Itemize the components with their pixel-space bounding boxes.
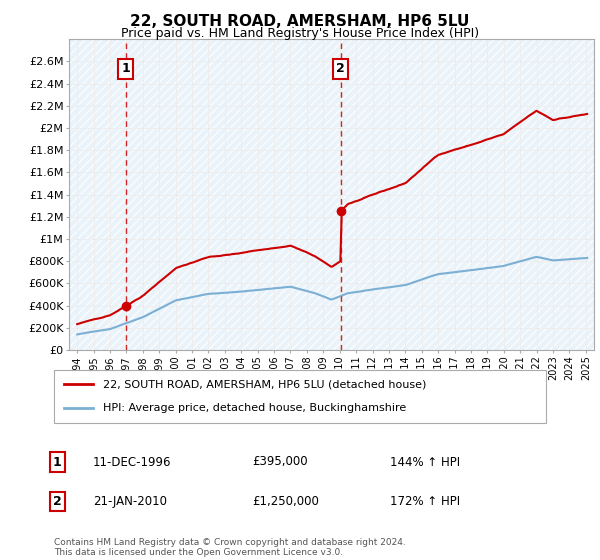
Text: 1: 1 bbox=[53, 455, 61, 469]
Text: 172% ↑ HPI: 172% ↑ HPI bbox=[390, 494, 460, 508]
FancyBboxPatch shape bbox=[54, 370, 546, 423]
Text: £395,000: £395,000 bbox=[252, 455, 308, 469]
Text: 2: 2 bbox=[53, 494, 61, 508]
Text: 11-DEC-1996: 11-DEC-1996 bbox=[93, 455, 172, 469]
Text: £1,250,000: £1,250,000 bbox=[252, 494, 319, 508]
Text: 144% ↑ HPI: 144% ↑ HPI bbox=[390, 455, 460, 469]
Text: HPI: Average price, detached house, Buckinghamshire: HPI: Average price, detached house, Buck… bbox=[103, 403, 406, 413]
Text: Contains HM Land Registry data © Crown copyright and database right 2024.
This d: Contains HM Land Registry data © Crown c… bbox=[54, 538, 406, 557]
Text: 22, SOUTH ROAD, AMERSHAM, HP6 5LU (detached house): 22, SOUTH ROAD, AMERSHAM, HP6 5LU (detac… bbox=[103, 380, 427, 390]
Text: 21-JAN-2010: 21-JAN-2010 bbox=[93, 494, 167, 508]
Text: Price paid vs. HM Land Registry's House Price Index (HPI): Price paid vs. HM Land Registry's House … bbox=[121, 27, 479, 40]
Text: 1: 1 bbox=[121, 62, 130, 75]
Text: 22, SOUTH ROAD, AMERSHAM, HP6 5LU: 22, SOUTH ROAD, AMERSHAM, HP6 5LU bbox=[130, 14, 470, 29]
Text: 2: 2 bbox=[336, 62, 345, 75]
